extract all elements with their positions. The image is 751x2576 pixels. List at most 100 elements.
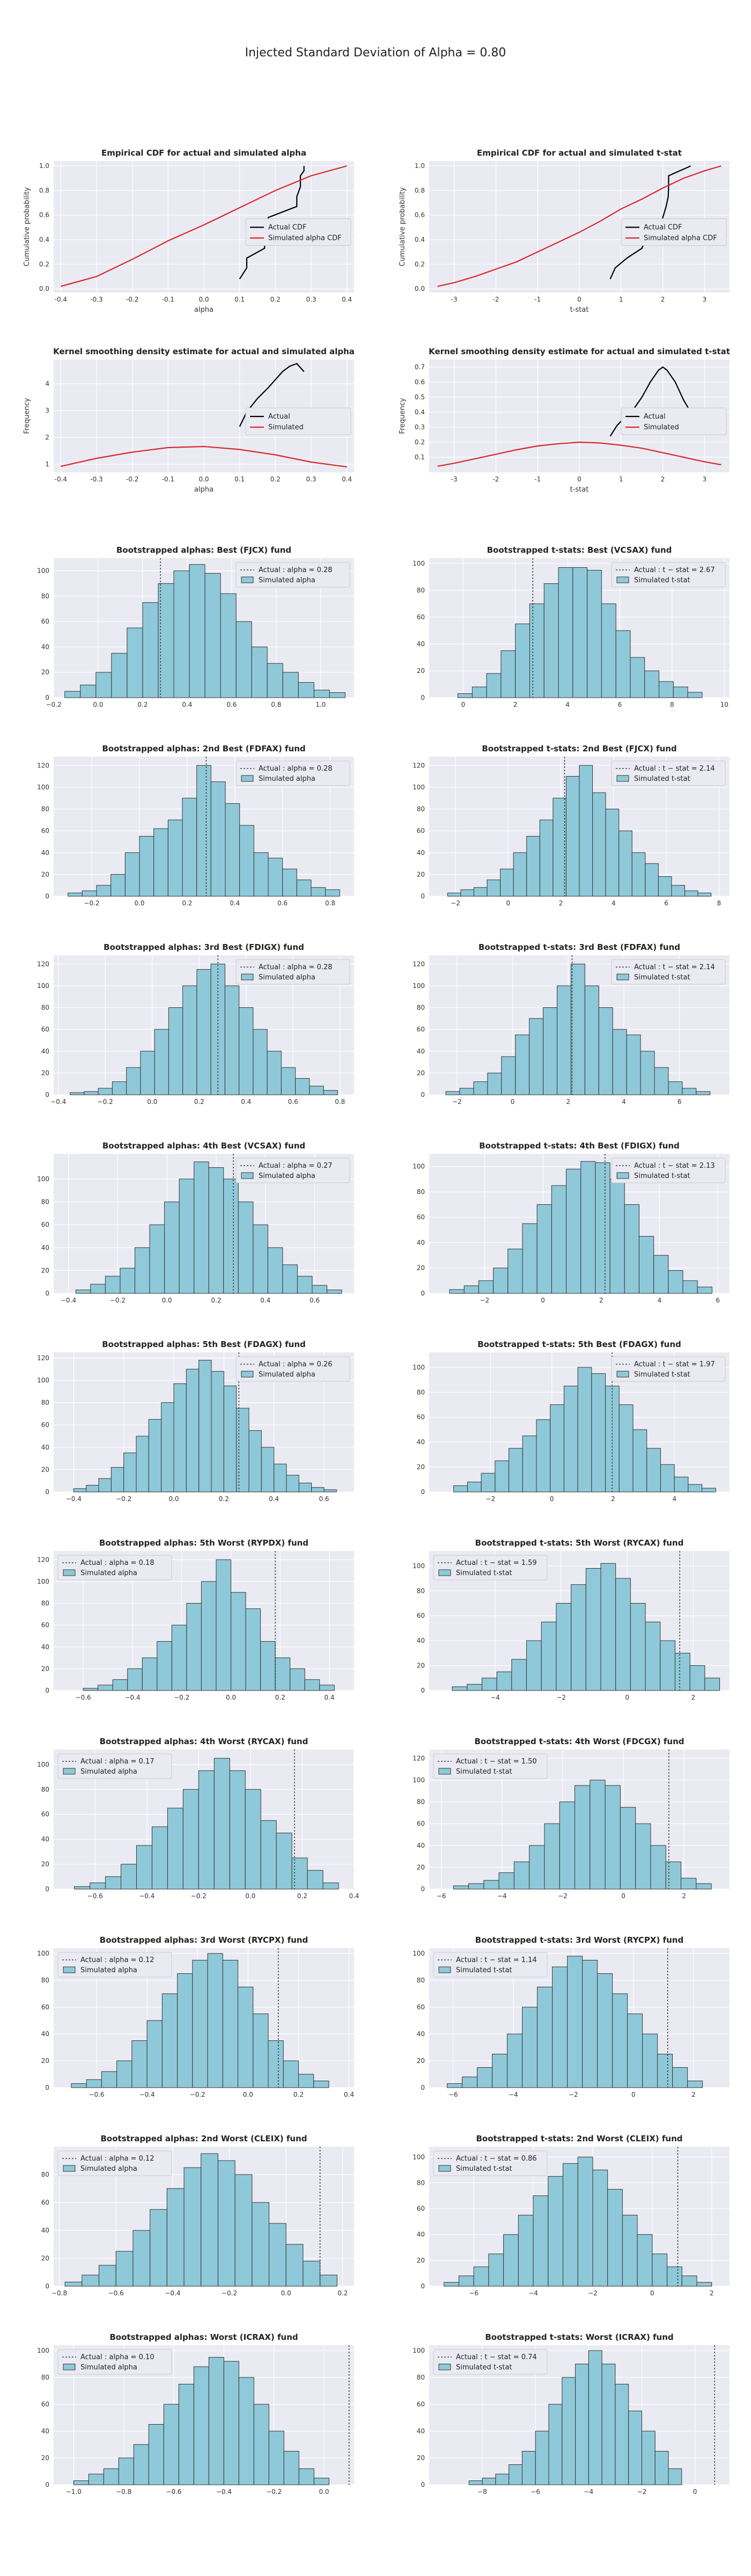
- histogram-bar: [112, 1679, 128, 1691]
- legend-actual-label: Actual : alpha = 0.18: [80, 1559, 154, 1567]
- legend-sim-label: Simulated alpha: [80, 1768, 137, 1776]
- x-tick-label: -2: [492, 475, 499, 483]
- legend: Actual Simulated: [621, 407, 727, 435]
- histogram-bar: [638, 1236, 654, 1294]
- legend-box: [433, 2150, 548, 2176]
- legend: Actual : t − stat = 2.14 Simulated t-stat: [611, 760, 726, 786]
- histogram-bar: [529, 1845, 545, 1890]
- x-axis-label: t-stat: [570, 306, 589, 314]
- histogram-bar: [312, 1285, 328, 1294]
- x-tick-label: 0.0: [168, 1495, 179, 1503]
- y-tick-label: 0: [421, 1091, 425, 1099]
- legend-sim-label: Simulated t-stat: [634, 775, 690, 783]
- x-tick-label: −0.2: [222, 2289, 237, 2297]
- histogram-bar: [124, 852, 140, 897]
- histogram-bar: [601, 603, 616, 698]
- y-tick-label: 40: [41, 643, 49, 650]
- y-tick-label: 0.6: [39, 211, 49, 219]
- histogram-bar: [543, 1007, 558, 1095]
- y-axis-label: Frequency: [23, 398, 31, 434]
- histogram-bar: [620, 1807, 636, 1890]
- histogram-bar: [628, 2411, 642, 2485]
- y-tick-label: 100: [37, 1950, 49, 1957]
- histogram-bar: [563, 1386, 578, 1492]
- histogram-bar: [509, 1448, 523, 1492]
- x-tick-label: −2: [588, 2289, 598, 2297]
- x-tick-label: 4: [622, 1098, 626, 1106]
- histogram-bar: [556, 1603, 572, 1691]
- histogram-bar: [513, 1861, 530, 1890]
- x-tick-label: 0.2: [337, 2289, 348, 2297]
- y-tick-label: 100: [37, 1175, 49, 1183]
- histogram-bar: [522, 1436, 537, 1492]
- x-tick-label: 0.1: [234, 296, 245, 303]
- histogram-bar: [269, 2223, 286, 2287]
- histogram-bar: [468, 1883, 484, 1890]
- histogram-bar: [142, 602, 159, 698]
- y-tick-label: 100: [413, 982, 425, 990]
- series-line-1: [437, 441, 721, 467]
- histogram-bar: [88, 2473, 104, 2485]
- x-tick-label: −4: [584, 2488, 593, 2496]
- chart-panel-10: −0.4 −0.2 0.0 0.2 0.4 0.6 0 20 40 60 80 100 Bootstra…: [37, 1141, 354, 1304]
- histogram-bar: [105, 1876, 122, 1890]
- histogram-bar: [697, 892, 712, 897]
- x-tick-label: 0: [625, 1694, 629, 1701]
- histogram-bar: [548, 2176, 564, 2287]
- histogram-bar: [274, 1463, 287, 1492]
- y-tick-label: 0.6: [415, 211, 425, 219]
- legend-sim-label: Simulated t-stat: [634, 1172, 690, 1180]
- histogram-bar: [189, 564, 205, 698]
- legend-sim-label: Simulated t-stat: [456, 1569, 512, 1577]
- histogram-bar: [481, 1473, 496, 1492]
- x-tick-label: −2: [480, 1297, 489, 1304]
- histogram-bar: [507, 1248, 523, 1294]
- histogram-bar: [120, 1268, 135, 1294]
- histogram-bar: [136, 1845, 152, 1890]
- legend: Actual : t − stat = 1.97 Simulated t-stat: [611, 1356, 726, 1382]
- histogram-bar: [68, 892, 83, 897]
- histogram-bar: [641, 2431, 656, 2485]
- x-tick-label: 0.4: [269, 1495, 279, 1503]
- histogram-bar: [566, 1168, 581, 1294]
- histogram-bar: [518, 2215, 534, 2287]
- legend: Actual : alpha = 0.28 Simulated alpha: [235, 959, 350, 985]
- y-tick-label: 100: [37, 1377, 49, 1384]
- legend: Actual : alpha = 0.18 Simulated alpha: [57, 1555, 172, 1580]
- y-tick-label: 80: [41, 2374, 49, 2381]
- histogram-bar: [584, 985, 599, 1095]
- legend-actual-label: Actual : t − stat = 2.67: [634, 566, 715, 574]
- histogram-bar: [148, 1419, 162, 1492]
- x-axis-label: alpha: [194, 486, 213, 494]
- histogram-bar: [267, 1247, 283, 1294]
- histogram-bar: [498, 1872, 514, 1890]
- y-tick-label: 0: [45, 1885, 49, 1893]
- x-tick-label: 0: [650, 2289, 654, 2297]
- legend-label: Actual CDF: [644, 224, 682, 232]
- histogram-bar: [158, 583, 174, 698]
- legend-sim-swatch: [63, 1569, 76, 1576]
- y-tick-label: 80: [417, 806, 425, 813]
- histogram-bar: [673, 686, 688, 698]
- x-tick-label: 0.0: [93, 701, 103, 708]
- legend-box: [611, 959, 726, 985]
- legend-box: [57, 1952, 172, 1978]
- histogram-bar: [64, 691, 81, 698]
- histogram-bar: [590, 1780, 606, 1890]
- histogram-bar: [632, 1429, 647, 1492]
- histogram-bar: [225, 803, 240, 897]
- histogram-bar: [674, 1476, 689, 1492]
- y-tick-label: 120: [37, 960, 49, 968]
- y-tick-label: 100: [37, 982, 49, 990]
- chart-panel-4: −0.2 0.0 0.2 0.4 0.6 0.8 1.0 0 20 40 60 80 100 Bootst…: [37, 545, 354, 708]
- x-tick-label: −0.4: [165, 2289, 180, 2297]
- histogram-bar: [319, 1685, 335, 1691]
- legend-sim-label: Simulated alpha: [80, 2165, 137, 2173]
- y-tick-label: 40: [417, 1048, 425, 1055]
- y-tick-label: 20: [41, 2454, 49, 2462]
- histogram-bar: [619, 1404, 634, 1492]
- y-axis-label: Cumulative probability: [399, 187, 407, 266]
- legend-label: Simulated alpha CDF: [268, 235, 342, 243]
